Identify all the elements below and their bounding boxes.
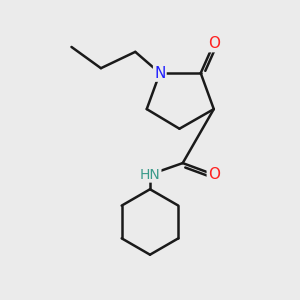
Text: HN: HN [140, 167, 160, 182]
Text: N: N [154, 66, 166, 81]
Text: O: O [208, 167, 220, 182]
Text: O: O [208, 36, 220, 51]
